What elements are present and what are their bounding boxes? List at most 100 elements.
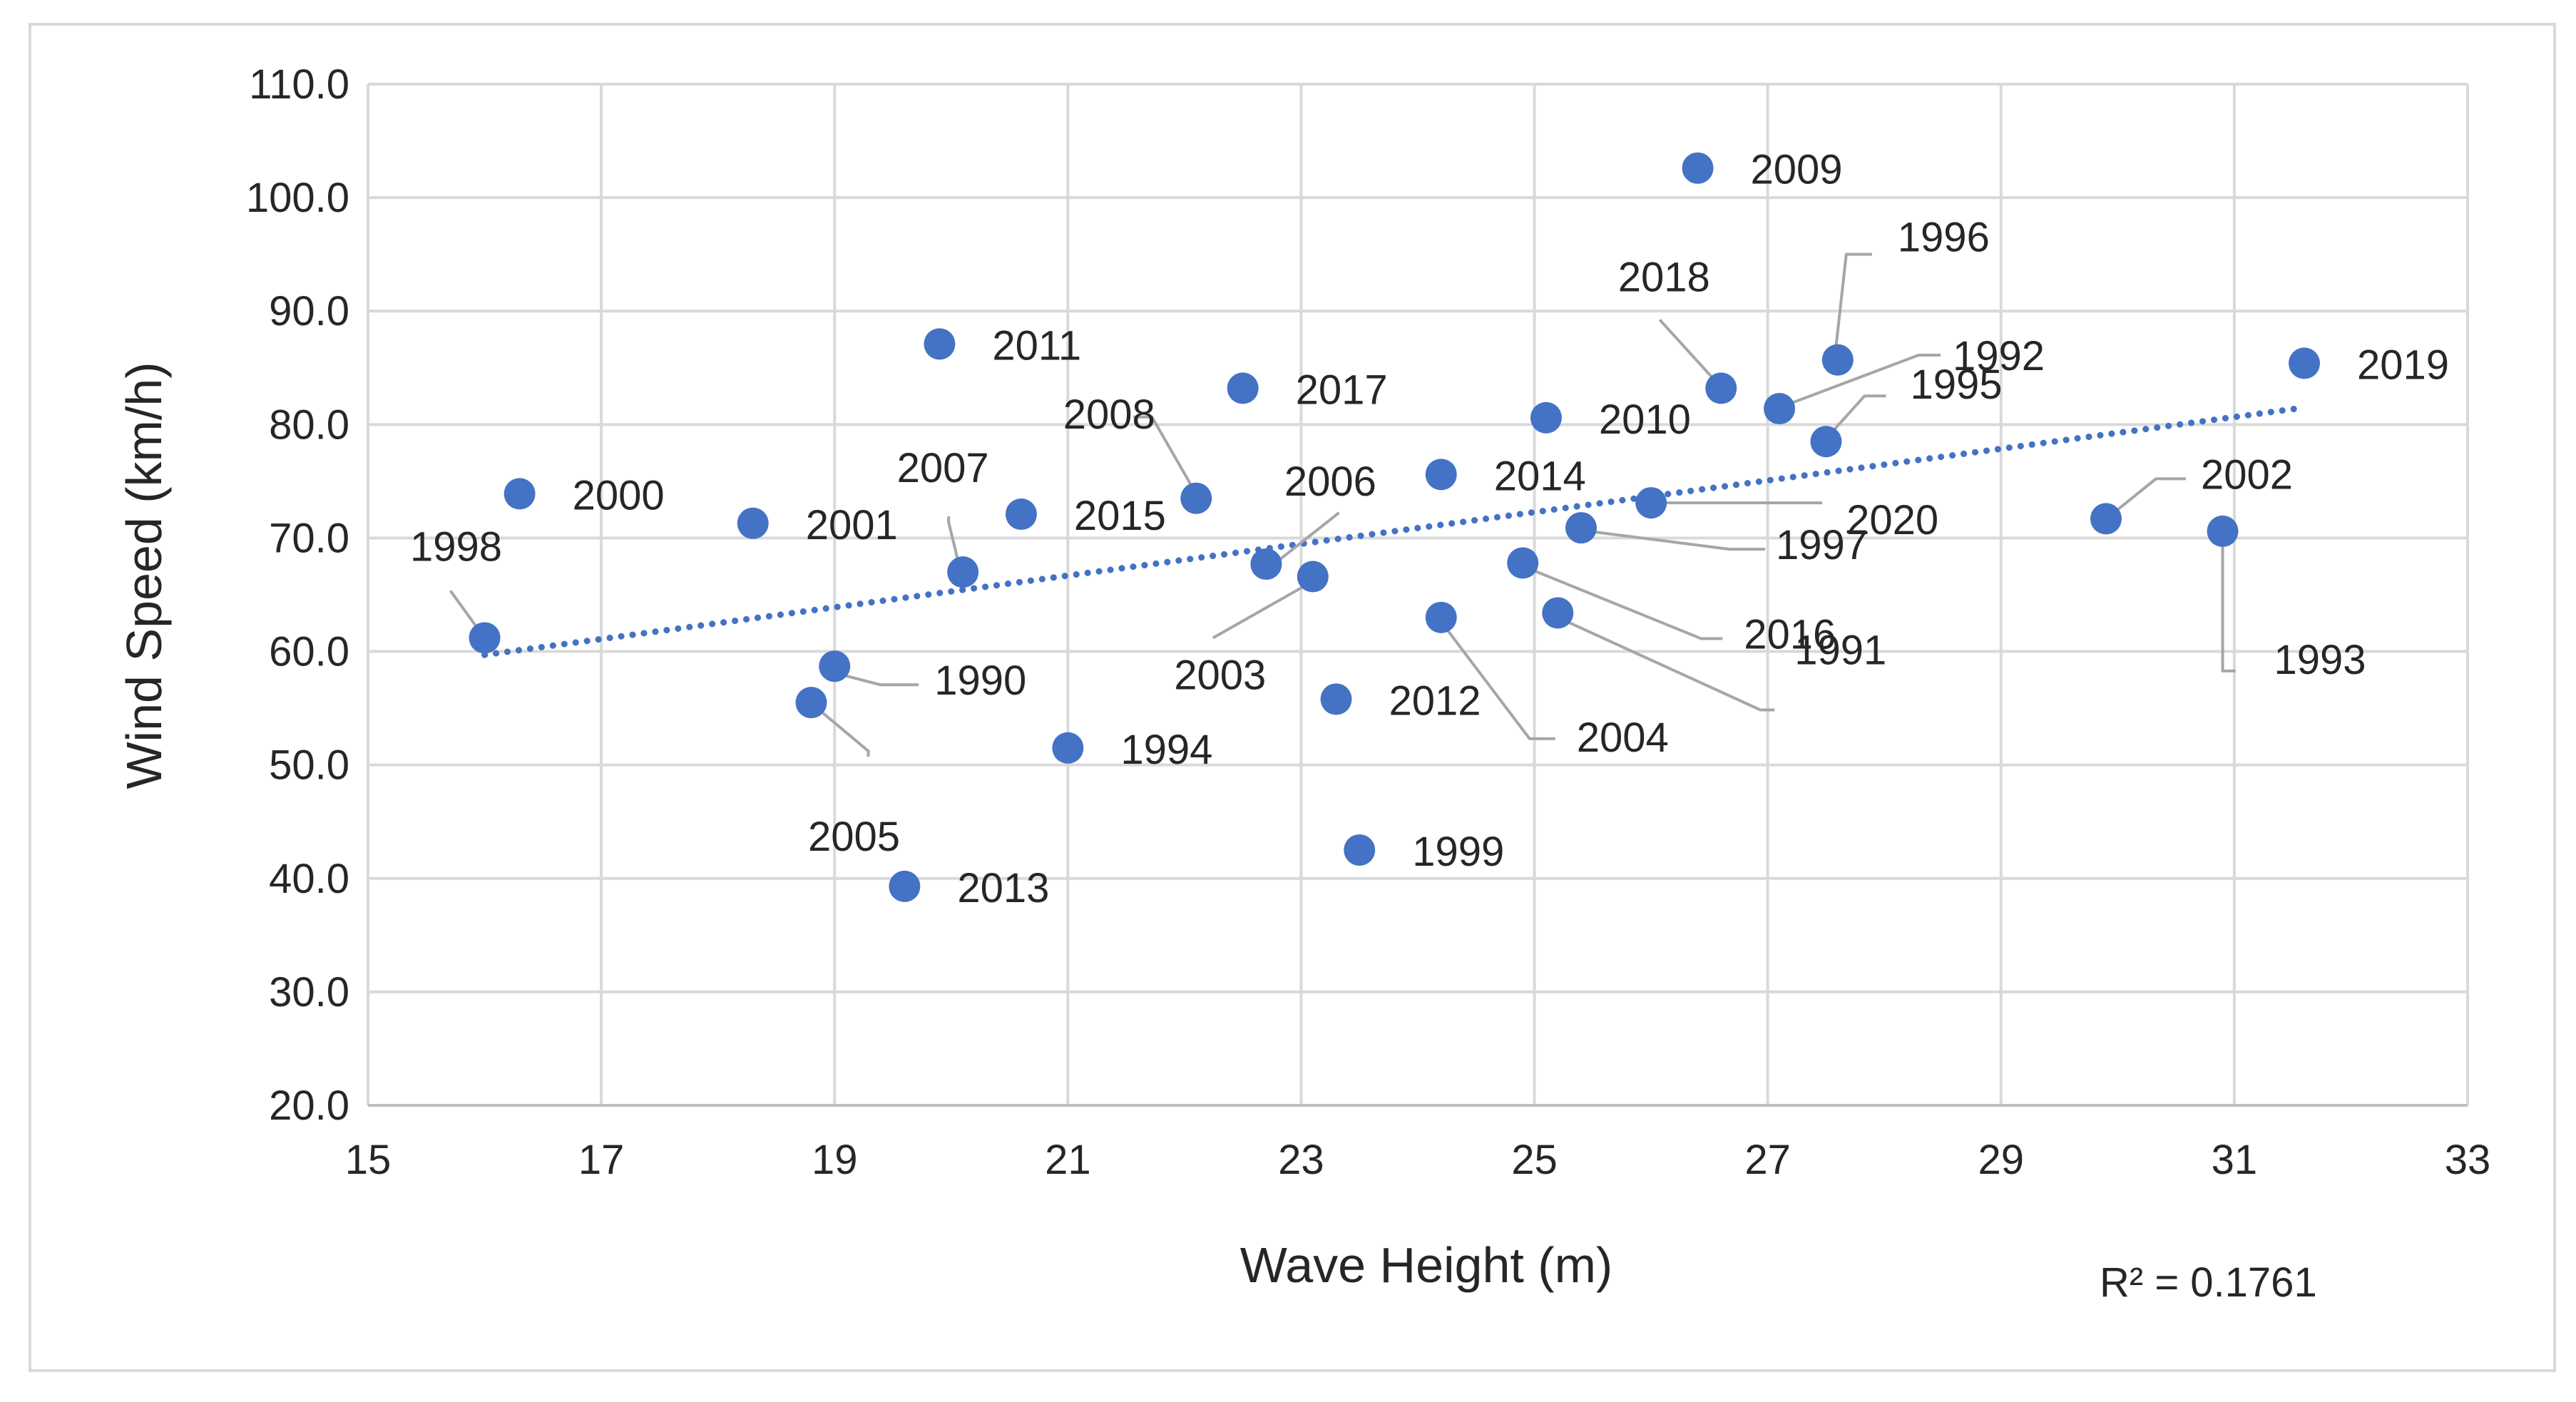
leader-line-2016	[1525, 566, 1723, 640]
data-label-2000: 2000	[573, 472, 665, 518]
data-point-2006	[1250, 548, 1282, 580]
data-point-1996	[1821, 344, 1854, 376]
data-label-2009: 2009	[1751, 147, 1843, 193]
data-label-2011: 2011	[992, 322, 1081, 369]
data-label-2019: 2019	[2357, 342, 2449, 388]
data-label-2014: 2014	[1494, 453, 1586, 499]
leader-line-2005	[814, 705, 870, 757]
data-label-1992: 1992	[1953, 333, 2045, 379]
data-label-1991: 1991	[1794, 627, 1886, 673]
data-point-2015	[1005, 498, 1037, 531]
x-tick-label: 17	[578, 1137, 625, 1183]
data-point-1990	[819, 650, 851, 682]
leader-line-2006	[1277, 511, 1340, 563]
data-labels: 1990 1991 1992 1993 1994 1995 1996 1997 1998 1999…	[410, 147, 2449, 911]
data-label-2001: 2001	[806, 502, 898, 548]
leader-line-1990	[841, 673, 919, 687]
data-label-2018: 2018	[1618, 254, 1710, 300]
data-point-2011	[924, 328, 956, 360]
data-label-1990: 1990	[934, 657, 1026, 704]
data-point-2003	[1297, 561, 1329, 593]
y-tick-label: 60.0	[269, 629, 349, 675]
y-tick-label: 30.0	[269, 969, 349, 1015]
data-point-1994	[1052, 732, 1084, 764]
data-point-2019	[2289, 347, 2321, 379]
data-point-2008	[1180, 482, 1212, 514]
data-label-1994: 1994	[1120, 727, 1212, 773]
data-point-1997	[1565, 512, 1597, 544]
data-point-2017	[1227, 372, 1259, 404]
leader-line-2003	[1212, 582, 1309, 640]
data-points	[469, 152, 2321, 902]
data-point-2016	[1507, 547, 1539, 579]
chart-frame: 15 17 19 21 23 25 27 29 31 33 20.0 30.0 40.0 50.0 60.0…	[29, 23, 2556, 1372]
leader-line-1996	[1833, 252, 1872, 357]
data-point-2004	[1425, 601, 1457, 633]
leader-line-2007	[947, 516, 962, 570]
x-tick-label: 31	[2212, 1137, 2258, 1183]
data-label-2008: 2008	[1063, 392, 1155, 438]
x-axis-title: Wave Height (m)	[1240, 1237, 1613, 1293]
leader-line-2004	[1440, 620, 1555, 740]
data-label-1995: 1995	[1910, 362, 2002, 408]
axes: 15 17 19 21 23 25 27 29 31 33 20.0 30.0 40.0 50.0 60.0…	[246, 61, 2490, 1183]
data-label-2003: 2003	[1174, 653, 1266, 699]
data-label-1997: 1997	[1776, 522, 1868, 568]
data-point-2018	[1705, 372, 1737, 404]
data-point-2012	[1320, 683, 1352, 715]
data-point-2010	[1530, 401, 1562, 434]
data-point-2009	[1682, 152, 1714, 184]
data-label-2010: 2010	[1599, 396, 1691, 443]
data-label-2005: 2005	[808, 814, 900, 860]
data-label-2020: 2020	[1846, 497, 1938, 543]
data-label-2002: 2002	[2201, 451, 2293, 498]
data-point-2002	[2090, 503, 2122, 535]
leader-line-2018	[1658, 319, 1718, 384]
data-label-2004: 2004	[1577, 715, 1669, 761]
x-tick-label: 21	[1045, 1137, 1091, 1183]
data-point-2020	[1635, 487, 1667, 519]
leader-line-1997	[1583, 529, 1765, 551]
y-tick-label: 40.0	[269, 856, 349, 902]
leader-line-2002	[2110, 477, 2186, 516]
x-tick-label: 25	[1511, 1137, 1558, 1183]
leader-line-1995	[1824, 394, 1886, 440]
data-label-2016: 2016	[1744, 611, 1836, 657]
data-point-2001	[737, 507, 769, 539]
data-label-2015: 2015	[1074, 493, 1166, 539]
data-label-2012: 2012	[1389, 677, 1481, 724]
data-point-1998	[469, 622, 501, 654]
trendline-layer	[481, 404, 2308, 658]
data-point-2007	[947, 556, 979, 588]
y-tick-label: 80.0	[269, 401, 349, 448]
gridlines	[367, 83, 2469, 1107]
data-label-2006: 2006	[1284, 459, 1376, 505]
data-label-2007: 2007	[897, 445, 989, 491]
y-tick-label: 110.0	[249, 61, 349, 108]
data-point-1995	[1810, 426, 1842, 458]
data-label-1996: 1996	[1898, 215, 1990, 261]
data-label-2013: 2013	[957, 865, 1049, 911]
data-point-1991	[1542, 597, 1574, 629]
trendline	[481, 404, 2308, 658]
leader-line-1992	[1787, 354, 1941, 406]
scatter-chart: 15 17 19 21 23 25 27 29 31 33 20.0 30.0 40.0 50.0 60.0…	[116, 61, 2490, 1306]
data-label-2017: 2017	[1296, 367, 1388, 413]
y-axis-title: Wind Speed (km/h)	[116, 362, 172, 789]
y-tick-label: 100.0	[246, 175, 349, 221]
r-squared-label: R² = 0.1761	[2100, 1259, 2317, 1306]
leader-lines	[449, 252, 2236, 757]
x-tick-label: 19	[812, 1137, 858, 1183]
data-label-1998: 1998	[410, 523, 502, 570]
data-point-2014	[1425, 459, 1457, 491]
x-tick-label: 27	[1744, 1137, 1791, 1183]
x-tick-label: 33	[2445, 1137, 2491, 1183]
x-tick-label: 15	[345, 1137, 392, 1183]
x-tick-label: 23	[1278, 1137, 1324, 1183]
leader-line-1991	[1563, 618, 1775, 712]
data-label-1993: 1993	[2274, 637, 2366, 683]
y-tick-label: 50.0	[269, 742, 349, 789]
leader-line-1993	[2221, 535, 2236, 672]
data-point-2000	[504, 478, 536, 510]
data-point-2005	[795, 687, 827, 719]
